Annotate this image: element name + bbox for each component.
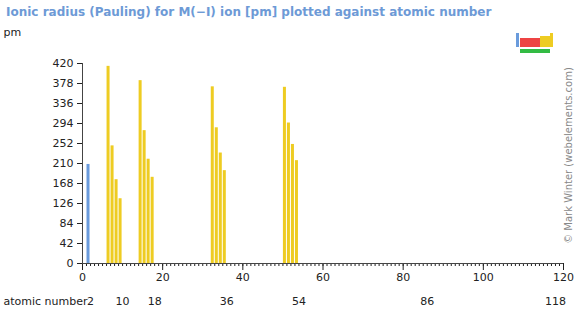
svg-text:20: 20: [156, 271, 170, 284]
svg-text:210: 210: [53, 157, 74, 170]
svg-text:40: 40: [236, 271, 250, 284]
svg-text:120: 120: [553, 271, 574, 284]
svg-text:36: 36: [220, 295, 234, 308]
svg-text:84: 84: [60, 217, 74, 230]
svg-text:54: 54: [292, 295, 306, 308]
svg-text:86: 86: [420, 295, 434, 308]
svg-text:60: 60: [316, 271, 330, 284]
svg-text:0: 0: [79, 271, 86, 284]
svg-text:336: 336: [53, 97, 74, 110]
html-text:Ionic radius (Pauling) for M(−: Ionic radius (Pauling) for M(−I) ion [pm…: [6, 5, 492, 19]
svg-text:18: 18: [148, 295, 162, 308]
svg-text:pm: pm: [4, 26, 22, 39]
svg-text:378: 378: [53, 77, 74, 90]
svg-text:42: 42: [60, 237, 74, 250]
svg-text:118: 118: [545, 295, 566, 308]
svg-text:126: 126: [53, 197, 74, 210]
svg-text:10: 10: [116, 295, 130, 308]
svg-text:atomic number: atomic number: [4, 295, 89, 308]
svg-text:2: 2: [87, 295, 94, 308]
svg-text:0: 0: [67, 257, 74, 270]
svg-text:252: 252: [53, 137, 74, 150]
svg-text:80: 80: [396, 271, 410, 284]
svg-text:420: 420: [53, 57, 74, 70]
html-text:© Mark Winter (webelements.com: © Mark Winter (webelements.com): [562, 67, 574, 244]
svg-text:294: 294: [53, 117, 74, 130]
svg-text:168: 168: [53, 177, 74, 190]
svg-text:100: 100: [473, 271, 494, 284]
